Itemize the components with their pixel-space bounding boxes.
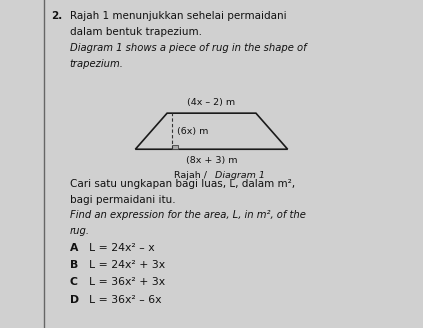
Text: Rajah 1 menunjukkan sehelai permaidani: Rajah 1 menunjukkan sehelai permaidani [70,11,286,21]
Text: A: A [70,243,78,253]
Text: (4x – 2) m: (4x – 2) m [187,98,236,107]
Text: Cari satu ungkapan bagi luas, L, dalam m²,: Cari satu ungkapan bagi luas, L, dalam m… [70,179,295,189]
Text: Diagram 1 shows a piece of rug in the shape of: Diagram 1 shows a piece of rug in the sh… [70,43,306,53]
Text: L = 24x² + 3x: L = 24x² + 3x [89,260,165,270]
Text: L = 36x² + 3x: L = 36x² + 3x [89,277,165,287]
Text: B: B [70,260,78,270]
Text: bagi permaidani itu.: bagi permaidani itu. [70,195,176,204]
Polygon shape [172,145,178,149]
Text: D: D [70,295,79,304]
Text: Diagram 1: Diagram 1 [212,171,264,179]
Text: dalam bentuk trapezium.: dalam bentuk trapezium. [70,27,202,37]
Text: Rajah /: Rajah / [174,171,207,179]
Text: 2.: 2. [51,11,62,21]
Text: (6x) m: (6x) m [177,127,209,136]
Text: L = 36x² – 6x: L = 36x² – 6x [89,295,161,304]
Text: Find an expression for the area, L, in m², of the: Find an expression for the area, L, in m… [70,210,306,220]
Text: C: C [70,277,78,287]
Text: trapezium.: trapezium. [70,59,124,69]
Text: (8x + 3) m: (8x + 3) m [186,156,237,165]
Text: L = 24x² – x: L = 24x² – x [89,243,154,253]
Text: rug.: rug. [70,226,90,236]
